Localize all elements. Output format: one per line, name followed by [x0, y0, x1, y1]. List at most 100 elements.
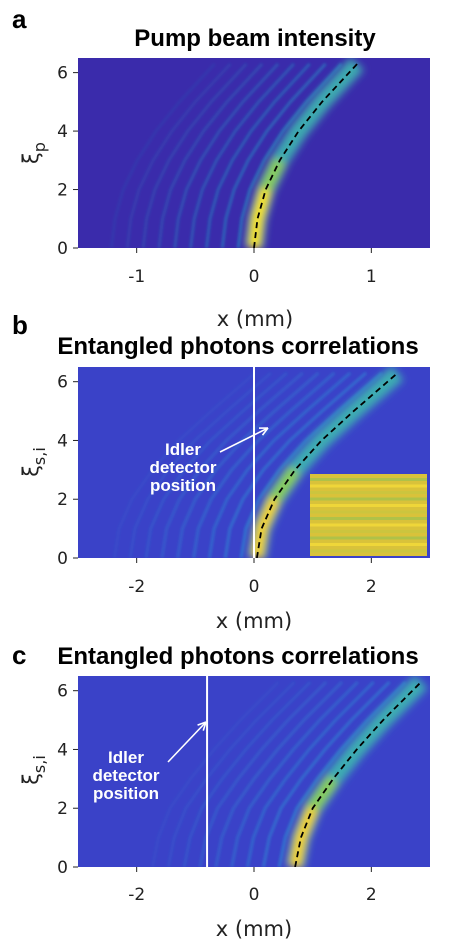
fringe [205, 62, 311, 248]
fringe [230, 680, 359, 867]
x-tick-label: -2 [128, 885, 145, 905]
heatmap-area [78, 367, 430, 558]
fringe [189, 62, 296, 248]
y-axis-label-sub: s,i [30, 755, 49, 773]
trajectory-curve [256, 372, 399, 558]
x-tick-label: 2 [366, 577, 377, 597]
x-tick-label: 1 [366, 267, 377, 287]
inset-stripe [310, 484, 427, 488]
x-tick-label: 0 [249, 885, 260, 905]
x-axis-label: x (mm) [216, 609, 292, 633]
fringe [176, 371, 320, 558]
fringe [192, 371, 336, 558]
panel-c: c Entangled photons correlations Idlerdete… [12, 640, 430, 941]
inset-stripe [310, 543, 427, 546]
trajectory-curve [253, 63, 358, 248]
x-tick-label: 2 [366, 885, 377, 905]
annotation-line: Idler [108, 748, 144, 767]
heatmap-area [78, 676, 430, 867]
fringe [157, 62, 264, 248]
fringe [246, 680, 375, 867]
y-axis-label-main: ξ [19, 773, 43, 785]
y-tick-label: 6 [57, 64, 68, 84]
inset-stripe [310, 504, 427, 507]
y-tick-label: 4 [57, 431, 68, 451]
fringe [207, 371, 352, 558]
y-axis-label-sub: s,i [30, 447, 49, 465]
y-tick-label: 4 [57, 122, 68, 142]
arrow-head [197, 721, 207, 731]
arrow-head [258, 427, 269, 436]
fringe [261, 680, 391, 867]
x-axis-label: x (mm) [216, 917, 292, 941]
y-tick-label: 6 [57, 682, 68, 702]
inset [310, 474, 427, 556]
panel-title: Entangled photons correlations [57, 333, 418, 360]
trajectory-curve [294, 681, 422, 867]
y-tick-label: 4 [57, 740, 68, 760]
x-axis-label: x (mm) [217, 307, 293, 331]
fringe [112, 371, 257, 558]
panel-title: Pump beam intensity [134, 25, 376, 52]
y-axis-label-main: ξ [19, 465, 43, 477]
y-axis-label: ξp [19, 142, 49, 164]
fringe [220, 62, 327, 248]
annotation-arrow [167, 721, 207, 763]
beam-peak [248, 188, 271, 248]
fringe [277, 680, 407, 867]
fringe [236, 62, 343, 248]
panel-a: a Pump beam intensity -1 0 1 0 2 4 6 x (mm) ξp [12, 4, 430, 331]
fringe [223, 371, 368, 558]
panel-title: Entangled photons correlations [57, 643, 418, 670]
fringe [239, 371, 383, 558]
y-tick-label: 0 [57, 239, 68, 259]
fringe-group [151, 680, 407, 867]
annotation-line: position [150, 476, 216, 495]
inset-stripe [310, 536, 427, 540]
x-tick-label: -1 [128, 267, 145, 287]
panel-letter: a [12, 4, 27, 34]
panel-letter: c [12, 640, 26, 670]
heatmap-area [78, 58, 430, 248]
y-axis-label: ξs,i [19, 447, 49, 477]
fringe [198, 680, 328, 867]
y-tick-label: 2 [57, 799, 68, 819]
fringe [109, 62, 216, 248]
inset-stripe [310, 510, 427, 514]
y-tick-label: 0 [57, 858, 68, 878]
inset-stripe [310, 491, 427, 494]
fringe [160, 371, 304, 558]
fringe [144, 371, 288, 558]
annotation-line: position [93, 784, 159, 803]
fringe [173, 62, 280, 248]
inset-stripe [310, 523, 427, 527]
y-axis-label-main: ξ [19, 152, 43, 164]
panel-letter: b [12, 310, 28, 340]
inset-stripe [310, 517, 427, 520]
fringe [125, 62, 232, 248]
fringe-group [109, 62, 343, 248]
annotation-arrow [219, 427, 269, 453]
x-tick-label: 0 [249, 267, 260, 287]
y-tick-label: 2 [57, 181, 68, 201]
y-tick-label: 2 [57, 490, 68, 510]
fringe [141, 62, 248, 248]
y-tick-label: 6 [57, 373, 68, 393]
y-axis-label-sub: p [30, 142, 49, 152]
annotation-line: detector [149, 458, 216, 477]
x-tick-label: -2 [128, 577, 145, 597]
inset-background [310, 474, 427, 556]
inset-stripe [310, 530, 427, 533]
inset-stripe [310, 497, 427, 501]
annotation-line: Idler [165, 440, 201, 459]
fringe [182, 680, 312, 867]
inset-stripe [310, 549, 427, 553]
y-axis-label: ξs,i [19, 755, 49, 785]
fringe [128, 371, 272, 558]
fringe [214, 680, 344, 867]
y-tick-label: 0 [57, 549, 68, 569]
